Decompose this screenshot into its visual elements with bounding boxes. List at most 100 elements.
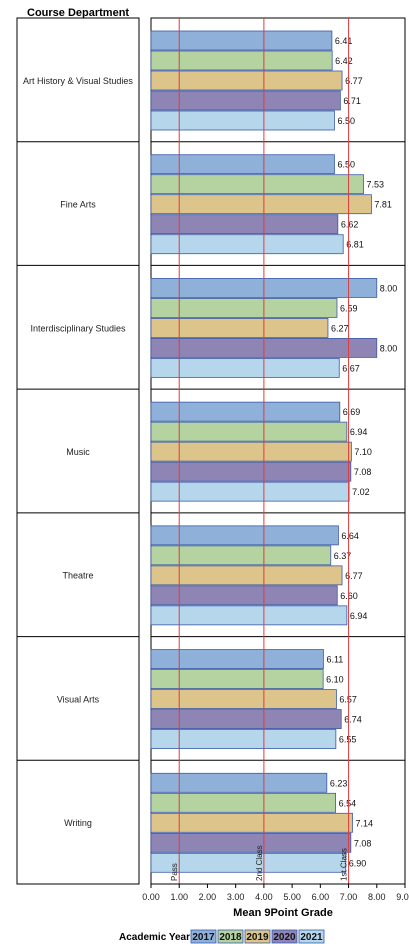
bar: [150, 812, 353, 833]
x-tick-label: 4.00: [255, 892, 273, 902]
bar-value-label: 7.10: [354, 447, 372, 457]
bar-value-label: 6.94: [350, 611, 368, 621]
x-tick-label: 5.00: [283, 892, 301, 902]
x-tick-label: 0.00: [142, 892, 160, 902]
bar-value-label: 8.00: [380, 283, 398, 293]
bar: [150, 154, 335, 175]
x-tick-label: 3.00: [227, 892, 245, 902]
legend-title: Academic Year: [119, 932, 190, 943]
bar: [150, 194, 372, 215]
bar: [150, 649, 324, 669]
bar: [150, 481, 350, 502]
legend-swatch: [271, 929, 298, 944]
bar-value-label: 6.74: [344, 715, 362, 725]
x-tick-label: 1.00: [170, 892, 188, 902]
legend-swatch: [244, 929, 271, 944]
x-axis-label: Mean 9Point Grade: [233, 907, 333, 919]
bar: [150, 110, 335, 131]
bar-value-label: 6.77: [345, 571, 363, 581]
bar: [150, 525, 339, 546]
bar: [150, 605, 348, 626]
bar-value-label: 7.81: [374, 200, 392, 210]
bar-value-label: 7.02: [352, 487, 370, 497]
bar: [150, 174, 364, 195]
bar-value-label: 6.23: [330, 778, 348, 788]
bar: [150, 50, 333, 71]
x-axis: 0.00 1.00 2.00 3.00 4.00 5.00 6.00 7.00 8.00 9.00: [142, 883, 409, 902]
reference-line-label: Pass: [170, 863, 179, 881]
category-panel: Art History & Visual Studies Fine Arts Int…: [16, 17, 140, 885]
bar-value-label: 6.64: [341, 531, 359, 541]
category-label: Visual Arts: [57, 694, 100, 704]
bar: [150, 565, 343, 586]
legend-swatch: [217, 929, 244, 944]
bar: [150, 421, 348, 442]
bar: [150, 318, 329, 338]
bar: [150, 709, 342, 729]
x-tick-label: 9.00: [396, 892, 409, 902]
bar-value-label: 7.08: [354, 467, 372, 477]
x-tick-label: 8.00: [368, 892, 386, 902]
category-panel-border: [16, 17, 140, 885]
bar: [150, 772, 328, 793]
bar: [150, 30, 333, 51]
bar-value-label: 6.50: [337, 160, 355, 170]
bar: [150, 441, 352, 462]
legend-item-label: 2018: [219, 932, 242, 943]
bar-value-label: 6.42: [335, 56, 353, 66]
bar: [150, 70, 343, 91]
bar-value-label: 7.08: [354, 838, 372, 848]
bar: [150, 832, 352, 853]
legend-item-label: 2019: [246, 932, 269, 943]
bar-value-label: 6.10: [326, 675, 344, 685]
reference-line-label: 2nd Class: [255, 845, 264, 881]
category-label: Writing: [64, 818, 92, 828]
bar: [150, 461, 352, 482]
bar-value-label: 6.69: [343, 407, 361, 417]
bar: [150, 689, 337, 709]
bar-value-label: 6.77: [345, 76, 363, 86]
bar-value-label: 6.67: [342, 363, 360, 373]
reference-line-label: 1st Class: [340, 848, 349, 881]
legend-swatch: [190, 929, 217, 944]
bar-value-label: 6.62: [341, 220, 359, 230]
category-label: Theatre: [62, 571, 93, 581]
bar: [150, 401, 341, 422]
bar: [150, 792, 336, 813]
bar: [150, 669, 324, 689]
bar: [150, 214, 339, 235]
bar-value-label: 6.54: [339, 798, 357, 808]
bar-value-label: 6.37: [334, 551, 352, 561]
plot-area: 6.416.508.006.696.646.116.236.427.536.59…: [150, 17, 406, 885]
bar: [150, 852, 347, 873]
bar: [150, 729, 337, 749]
legend-item-label: 2017: [192, 932, 215, 943]
bar-value-label: 6.81: [346, 240, 364, 250]
bar: [150, 545, 332, 566]
category-label: Art History & Visual Studies: [23, 76, 133, 86]
bar: [150, 234, 344, 255]
bar: [150, 298, 338, 318]
category-label: Music: [66, 447, 90, 457]
bar: [150, 90, 341, 111]
bar-value-label: 6.41: [335, 36, 353, 46]
bar-value-label: 6.11: [326, 655, 343, 665]
bar: [150, 585, 338, 606]
bar-value-label: 7.14: [356, 818, 374, 828]
legend-item-label: 2021: [300, 932, 323, 943]
x-tick-label: 7.00: [340, 892, 358, 902]
category-label: Fine Arts: [60, 200, 96, 210]
x-tick-label: 2.00: [199, 892, 217, 902]
bar-value-label: 6.50: [337, 116, 355, 126]
bar-value-label: 7.53: [367, 180, 385, 190]
bar-value-label: 6.55: [339, 735, 357, 745]
chart-title: Course Department: [27, 7, 129, 19]
legend: Academic Year 2017 2018 2019 2020 2021: [119, 929, 325, 944]
bar-value-label: 6.90: [349, 858, 367, 868]
bar-value-label: 8.00: [380, 343, 398, 353]
bar-value-label: 6.27: [331, 323, 349, 333]
legend-swatch: [298, 929, 325, 944]
x-tick-label: 6.00: [312, 892, 330, 902]
bar: [150, 358, 340, 378]
